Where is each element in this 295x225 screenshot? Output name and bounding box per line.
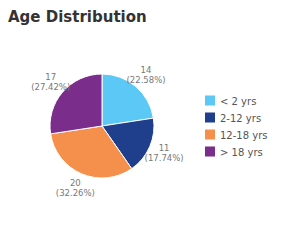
legend-label: 2-12 yrs xyxy=(220,113,261,124)
data-label: 14(22.58%) xyxy=(127,65,166,85)
title: Age Distribution xyxy=(8,8,147,26)
data-label-line: 20 xyxy=(70,178,81,188)
data-label: 11(17.74%) xyxy=(145,143,184,163)
data-label-line: (22.58%) xyxy=(127,75,166,85)
legend-label: > 18 yrs xyxy=(220,147,263,158)
legend: < 2 yrs 2-12 yrs 12-18 yrs > 18 yrs xyxy=(205,96,267,158)
slice xyxy=(51,126,132,178)
data-label-line: 17 xyxy=(45,72,56,82)
legend-swatch xyxy=(205,96,215,106)
data-label: 20(32.26%) xyxy=(56,178,95,198)
legend-swatch xyxy=(205,147,215,157)
legend-swatch xyxy=(205,130,215,140)
legend-swatch xyxy=(205,113,215,123)
data-label-line: (32.26%) xyxy=(56,188,95,198)
legend-label: 12-18 yrs xyxy=(220,130,267,141)
legend-label: < 2 yrs xyxy=(220,96,256,107)
data-label-line: 14 xyxy=(141,65,152,75)
chart: Age Distribution 14(22.58%) 11(17.74%) 20(3… xyxy=(0,0,295,225)
data-label-line: (27.42%) xyxy=(31,82,70,92)
data-label: 17(27.42%) xyxy=(31,72,70,92)
data-label-line: (17.74%) xyxy=(145,153,184,163)
data-label-line: 11 xyxy=(159,143,170,153)
